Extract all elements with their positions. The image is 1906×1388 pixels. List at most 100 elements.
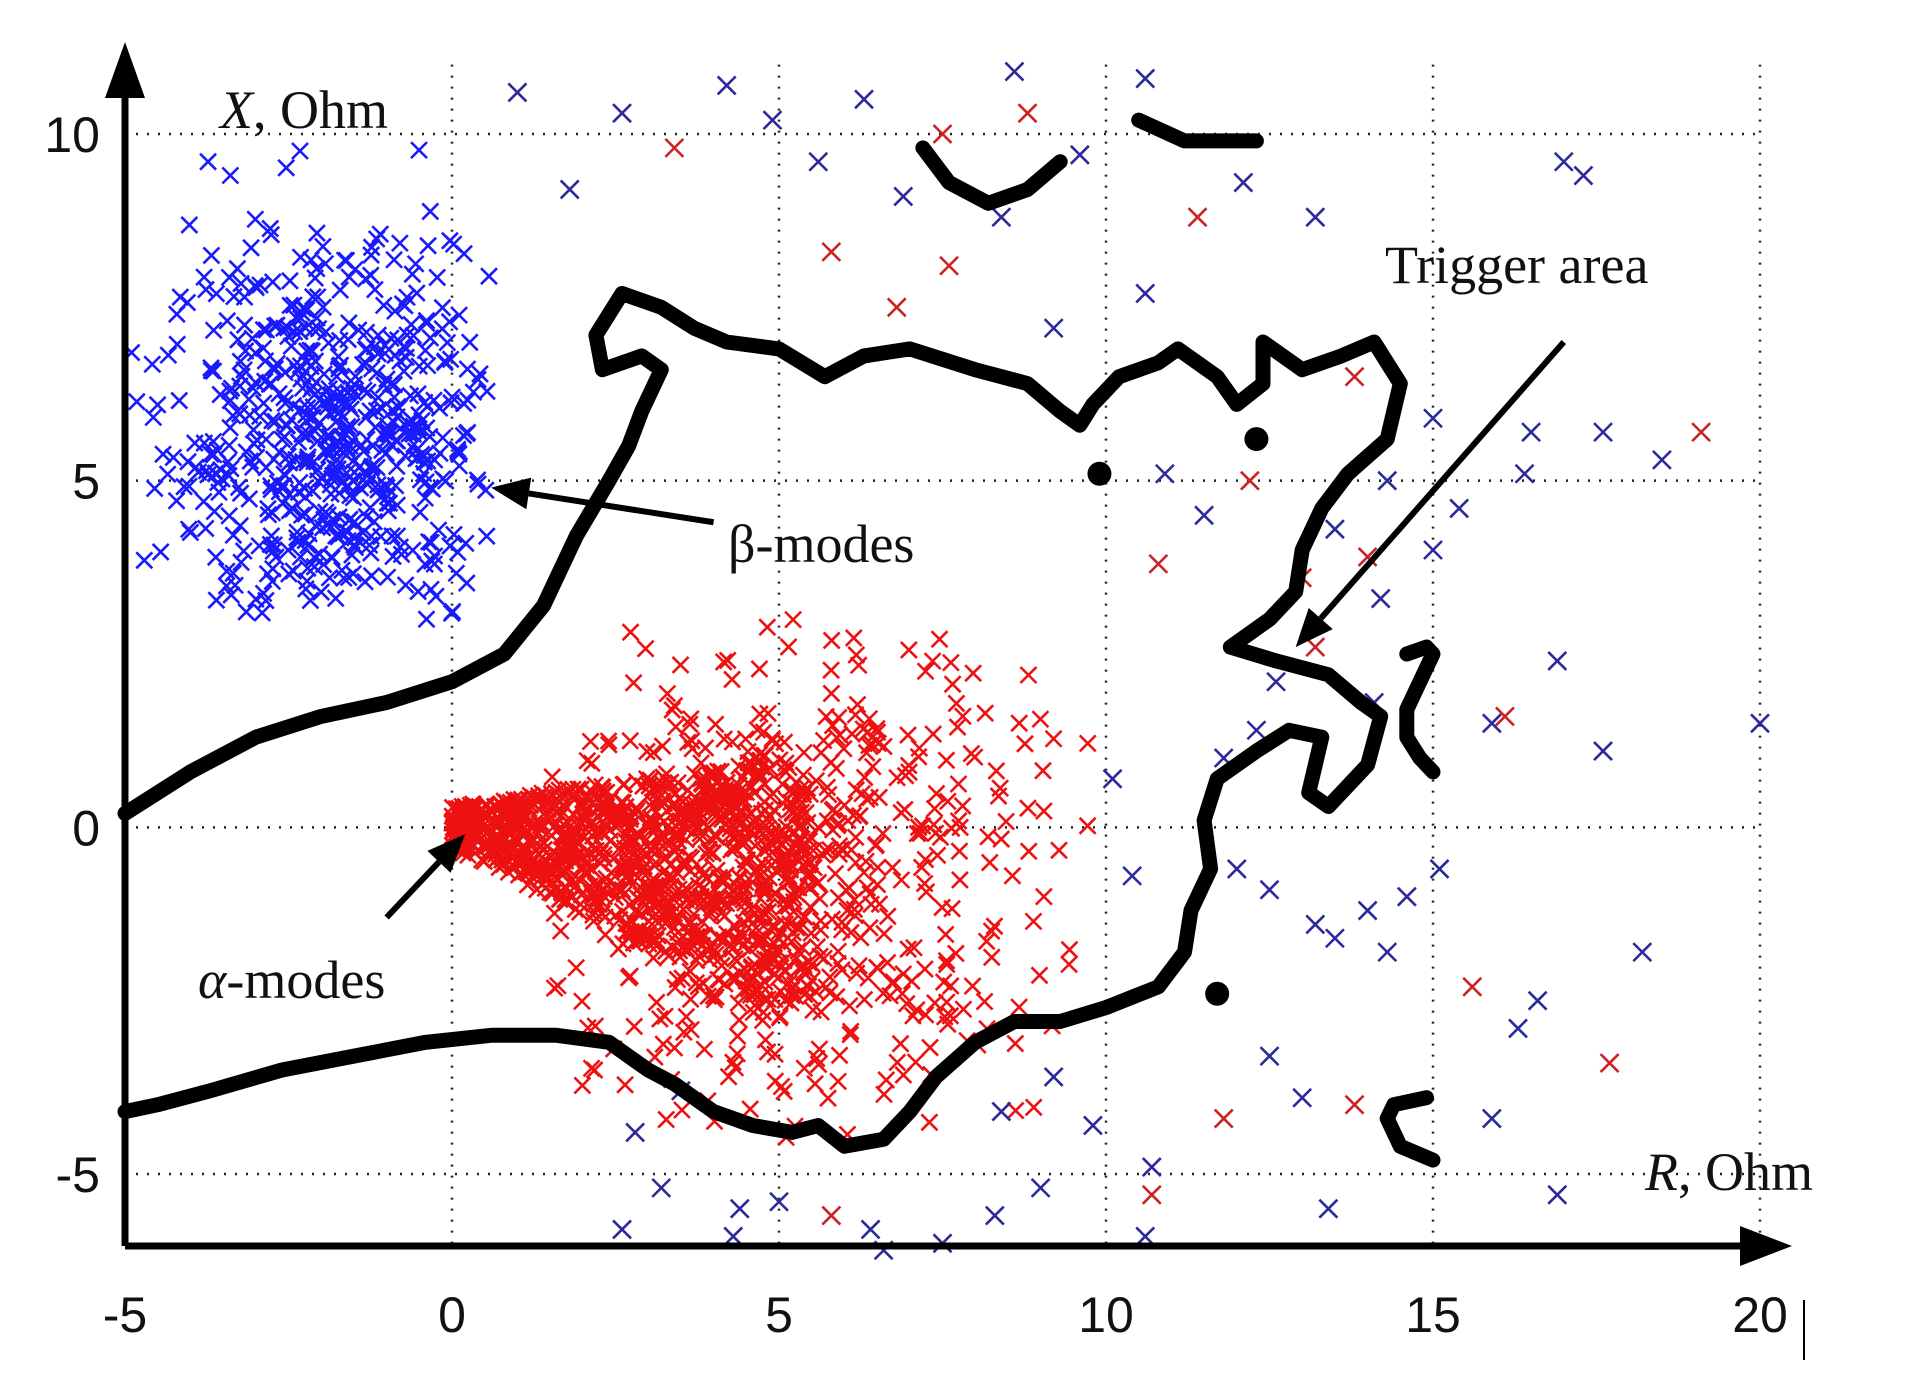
alpha-mode-point [1016,734,1034,753]
alpha-mode-point [654,1035,673,1054]
scatter-point [1305,207,1326,228]
alpha-mode-point [805,858,823,877]
alpha-mode-point [789,852,808,871]
alpha-mode-point [704,986,723,1005]
beta-mode-point [256,591,275,610]
alpha-mode-point [1031,710,1050,729]
alpha-mode-point [845,890,864,909]
alpha-mode-point [614,775,633,794]
alpha-mode-point [723,670,741,689]
beta-mode-point [395,296,414,315]
alpha-mode-point [772,1077,791,1096]
alpha-mode-point [985,917,1004,936]
beta-mode-point [263,359,282,378]
beta-mode-point [232,274,250,293]
alpha-mode-point [673,1101,691,1119]
alpha-mode-point [1006,1034,1025,1053]
scatter-point [1004,61,1025,82]
beta-mode-point [254,394,273,413]
beta-mode-point [460,333,479,352]
alpha-mode-point [938,792,957,811]
beta-mode-point [339,314,358,332]
alpha-mode-point [581,732,600,751]
beta-mode-point [207,591,226,610]
annotation-arrowhead [1295,607,1333,648]
alpha-mode-point [1034,802,1053,820]
boundary-curve-top-curl [915,140,1068,211]
alpha-mode-point [477,795,496,813]
scatter-point [1514,463,1535,484]
beta-mode-point [317,427,336,446]
beta-mode-point [333,394,352,413]
alpha-mode-point [783,986,801,1005]
alpha-mode-point [563,888,582,906]
alpha-mode-point [574,883,593,902]
alpha-mode-point [822,684,841,703]
scatter-point [1593,741,1613,761]
beta-mode-point [372,441,391,460]
alpha-mode-point [643,841,662,860]
alpha-mode-point [681,990,700,1009]
scatter-point [1750,713,1770,734]
alpha-mode-point [846,906,865,925]
beta-mode-point [356,572,374,591]
beta-mode-point [388,527,407,545]
beta-mode-point [338,384,357,403]
alpha-mode-point [965,748,984,767]
beta-mode-point [415,393,434,412]
scatter-point [651,1177,672,1198]
alpha-mode-point [656,1007,674,1026]
beta-mode-point [196,519,215,538]
alpha-mode-point [1010,714,1029,733]
beta-mode-point [340,437,359,456]
alpha-mode-point [912,858,931,877]
beta-mode-point [385,250,404,269]
alpha-mode-point [924,725,943,743]
alpha-mode-point [1060,940,1079,959]
alpha-mode-point [936,925,955,944]
alpha-mode-point [732,804,750,823]
alpha-mode-point [1019,666,1038,684]
alpha-mode-point [822,661,841,680]
alpha-mode-point [774,857,793,876]
scatter-point [1547,1184,1568,1205]
beta-mode-point [327,367,346,386]
beta-mode-point [226,576,244,595]
beta-mode-point [375,376,393,395]
scatter-point [1135,1226,1156,1247]
beta-mode-point [321,427,339,446]
alpha-mode-point [479,837,498,856]
alpha-mode-point [653,774,672,793]
alpha-mode-point [982,948,1001,967]
beta-mode-point [297,342,316,360]
beta-mode-point [410,357,429,376]
beta-mode-point [235,316,254,334]
alpha-mode-point [920,1113,939,1132]
data-points [122,61,1770,1261]
beta-mode-point [445,525,463,544]
beta-mode-point [349,476,367,495]
alpha-mode-point [897,994,916,1013]
alpha-mode-point [982,922,1001,941]
alpha-mode-point [954,1000,973,1019]
scatter-point [1154,463,1175,484]
annotation-arrowhead [427,834,466,873]
beta-mode-point [397,348,415,367]
scatter-point [1377,470,1398,491]
beta-mode-point [433,298,452,317]
alpha-mode-point [475,819,494,838]
y-axis-label: X, Ohm [218,80,388,140]
scatter-point [1632,942,1653,963]
alpha-mode-point [1003,866,1022,885]
beta-mode-point [281,296,300,315]
alpha-mode-point [695,1040,714,1059]
alpha-mode-point [730,1011,749,1029]
alpha-mode-point [680,715,699,734]
alpha-mode-point [911,824,930,843]
alpha-mode-point [948,718,967,736]
alpha-mode-point [937,951,956,970]
beta-mode-point [143,355,162,374]
beta-mode-point [326,463,345,482]
beta-mode-point [340,443,359,462]
